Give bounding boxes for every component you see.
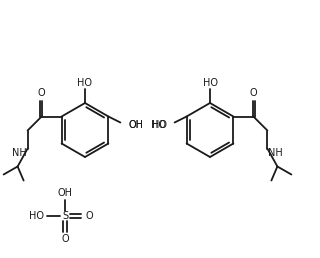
Text: O: O bbox=[61, 234, 69, 244]
Text: HO: HO bbox=[29, 211, 44, 221]
Text: HO: HO bbox=[203, 78, 218, 88]
Text: HO: HO bbox=[152, 120, 167, 131]
Text: OH: OH bbox=[129, 120, 143, 131]
Text: S: S bbox=[62, 211, 68, 221]
Text: HO: HO bbox=[151, 120, 166, 131]
Text: NH: NH bbox=[268, 148, 283, 157]
Text: HO: HO bbox=[77, 78, 92, 88]
Text: O: O bbox=[85, 211, 93, 221]
Text: NH: NH bbox=[12, 148, 27, 157]
Text: O: O bbox=[250, 88, 257, 99]
Text: OH: OH bbox=[58, 188, 73, 198]
Text: O: O bbox=[38, 88, 45, 99]
Text: OH: OH bbox=[128, 120, 143, 131]
